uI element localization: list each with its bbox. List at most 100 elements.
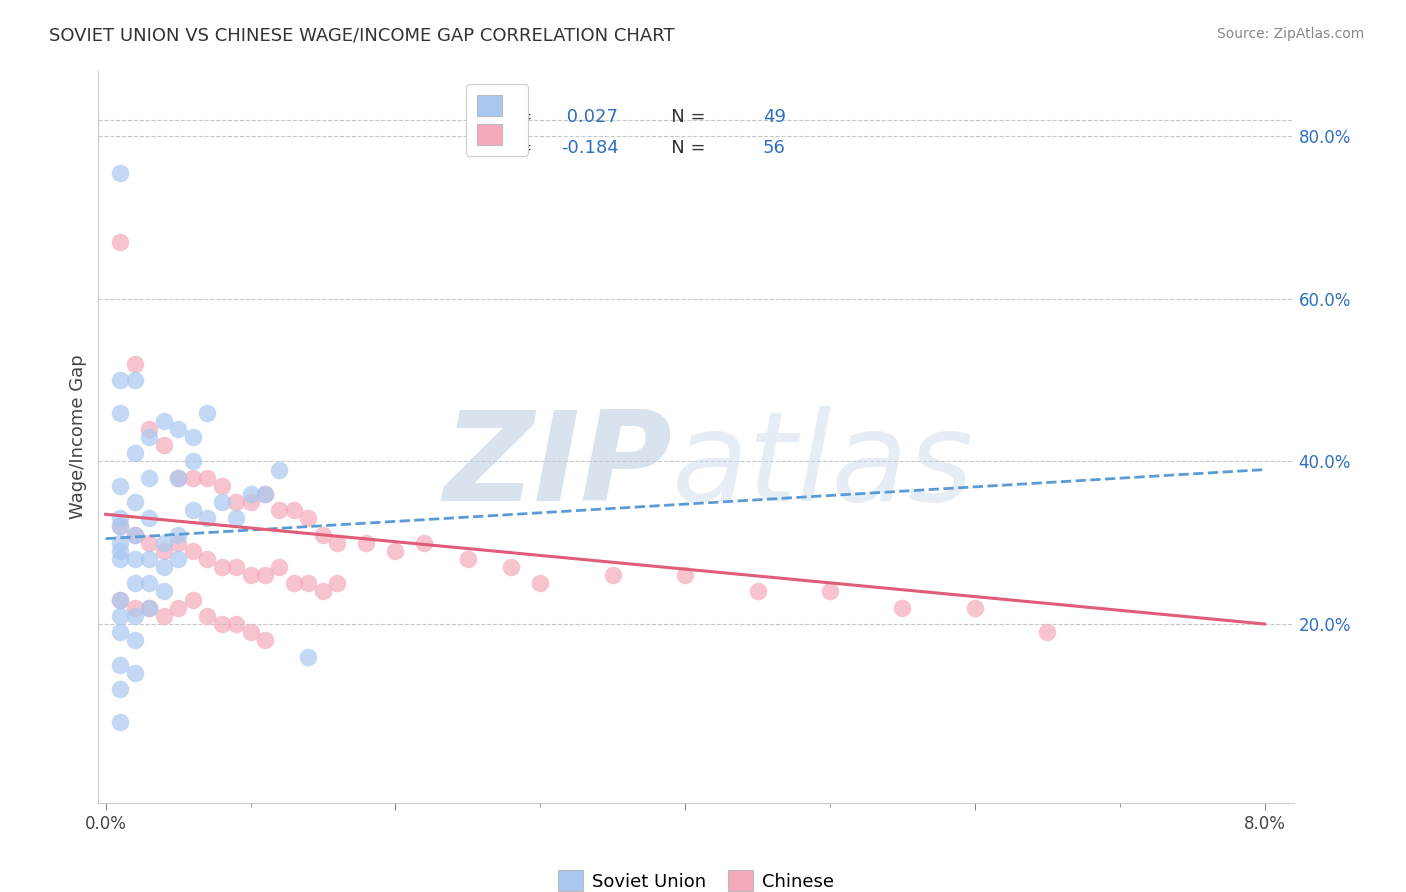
Point <box>138 535 160 549</box>
Text: -0.184: -0.184 <box>561 139 619 157</box>
Point <box>152 414 174 428</box>
Point <box>124 495 146 509</box>
Point <box>124 446 146 460</box>
Point <box>1036 625 1059 640</box>
Point <box>108 519 131 533</box>
Point <box>181 544 204 558</box>
Point <box>673 568 696 582</box>
Point <box>211 479 233 493</box>
Point <box>963 600 986 615</box>
Point <box>108 714 131 729</box>
Point <box>138 600 160 615</box>
Point <box>167 471 190 485</box>
Point <box>124 552 146 566</box>
Point <box>602 568 624 582</box>
Text: R =: R = <box>499 139 537 157</box>
Point <box>124 527 146 541</box>
Point <box>108 373 131 387</box>
Point <box>501 560 523 574</box>
Point <box>326 576 349 591</box>
Text: N =: N = <box>654 139 711 157</box>
Point <box>124 665 146 680</box>
Point <box>181 471 204 485</box>
Point <box>152 438 174 452</box>
Point <box>297 511 319 525</box>
Point <box>108 657 131 672</box>
Point <box>181 503 204 517</box>
Point <box>124 608 146 623</box>
Point <box>152 544 174 558</box>
Point <box>108 166 131 180</box>
Point <box>225 511 247 525</box>
Point <box>239 487 262 501</box>
Point <box>297 576 319 591</box>
Point <box>167 527 190 541</box>
Point <box>195 511 218 525</box>
Point <box>167 535 190 549</box>
Point <box>124 527 146 541</box>
Point <box>253 633 276 648</box>
Point <box>108 511 131 525</box>
Point <box>167 600 190 615</box>
Point <box>239 625 262 640</box>
Point <box>138 600 160 615</box>
Text: 49: 49 <box>763 108 786 126</box>
Point <box>138 471 160 485</box>
Point <box>195 471 218 485</box>
Point <box>108 479 131 493</box>
Point <box>195 608 218 623</box>
Point <box>225 560 247 574</box>
Point <box>108 681 131 696</box>
Point <box>283 503 305 517</box>
Point <box>108 592 131 607</box>
Point <box>225 617 247 632</box>
Point <box>152 535 174 549</box>
Point <box>108 592 131 607</box>
Point <box>413 535 436 549</box>
Point <box>211 560 233 574</box>
Point <box>152 560 174 574</box>
Legend: Soviet Union, Chinese: Soviet Union, Chinese <box>551 863 841 892</box>
Point <box>124 633 146 648</box>
Point <box>269 560 291 574</box>
Text: N =: N = <box>654 108 711 126</box>
Point <box>283 576 305 591</box>
Point <box>239 568 262 582</box>
Point <box>181 454 204 468</box>
Point <box>529 576 551 591</box>
Point <box>124 357 146 371</box>
Point <box>167 471 190 485</box>
Point <box>269 503 291 517</box>
Point <box>239 495 262 509</box>
Point <box>124 576 146 591</box>
Text: 56: 56 <box>763 139 786 157</box>
Point <box>253 487 276 501</box>
Text: SOVIET UNION VS CHINESE WAGE/INCOME GAP CORRELATION CHART: SOVIET UNION VS CHINESE WAGE/INCOME GAP … <box>49 27 675 45</box>
Point <box>225 495 247 509</box>
Point <box>108 544 131 558</box>
Point <box>138 552 160 566</box>
Point <box>384 544 406 558</box>
Point <box>269 462 291 476</box>
Text: ZIP: ZIP <box>443 406 672 527</box>
Point <box>108 235 131 249</box>
Point <box>167 422 190 436</box>
Point <box>253 487 276 501</box>
Point <box>747 584 769 599</box>
Point <box>195 406 218 420</box>
Point <box>138 422 160 436</box>
Point <box>108 535 131 549</box>
Text: 0.027: 0.027 <box>561 108 617 126</box>
Point <box>312 584 335 599</box>
Text: atlas: atlas <box>672 406 974 527</box>
Point <box>356 535 378 549</box>
Point <box>167 552 190 566</box>
Point <box>211 495 233 509</box>
Point <box>108 608 131 623</box>
Text: R =: R = <box>499 108 537 126</box>
Text: Source: ZipAtlas.com: Source: ZipAtlas.com <box>1216 27 1364 41</box>
Point <box>181 592 204 607</box>
Point <box>124 373 146 387</box>
Point <box>253 568 276 582</box>
Point <box>181 430 204 444</box>
